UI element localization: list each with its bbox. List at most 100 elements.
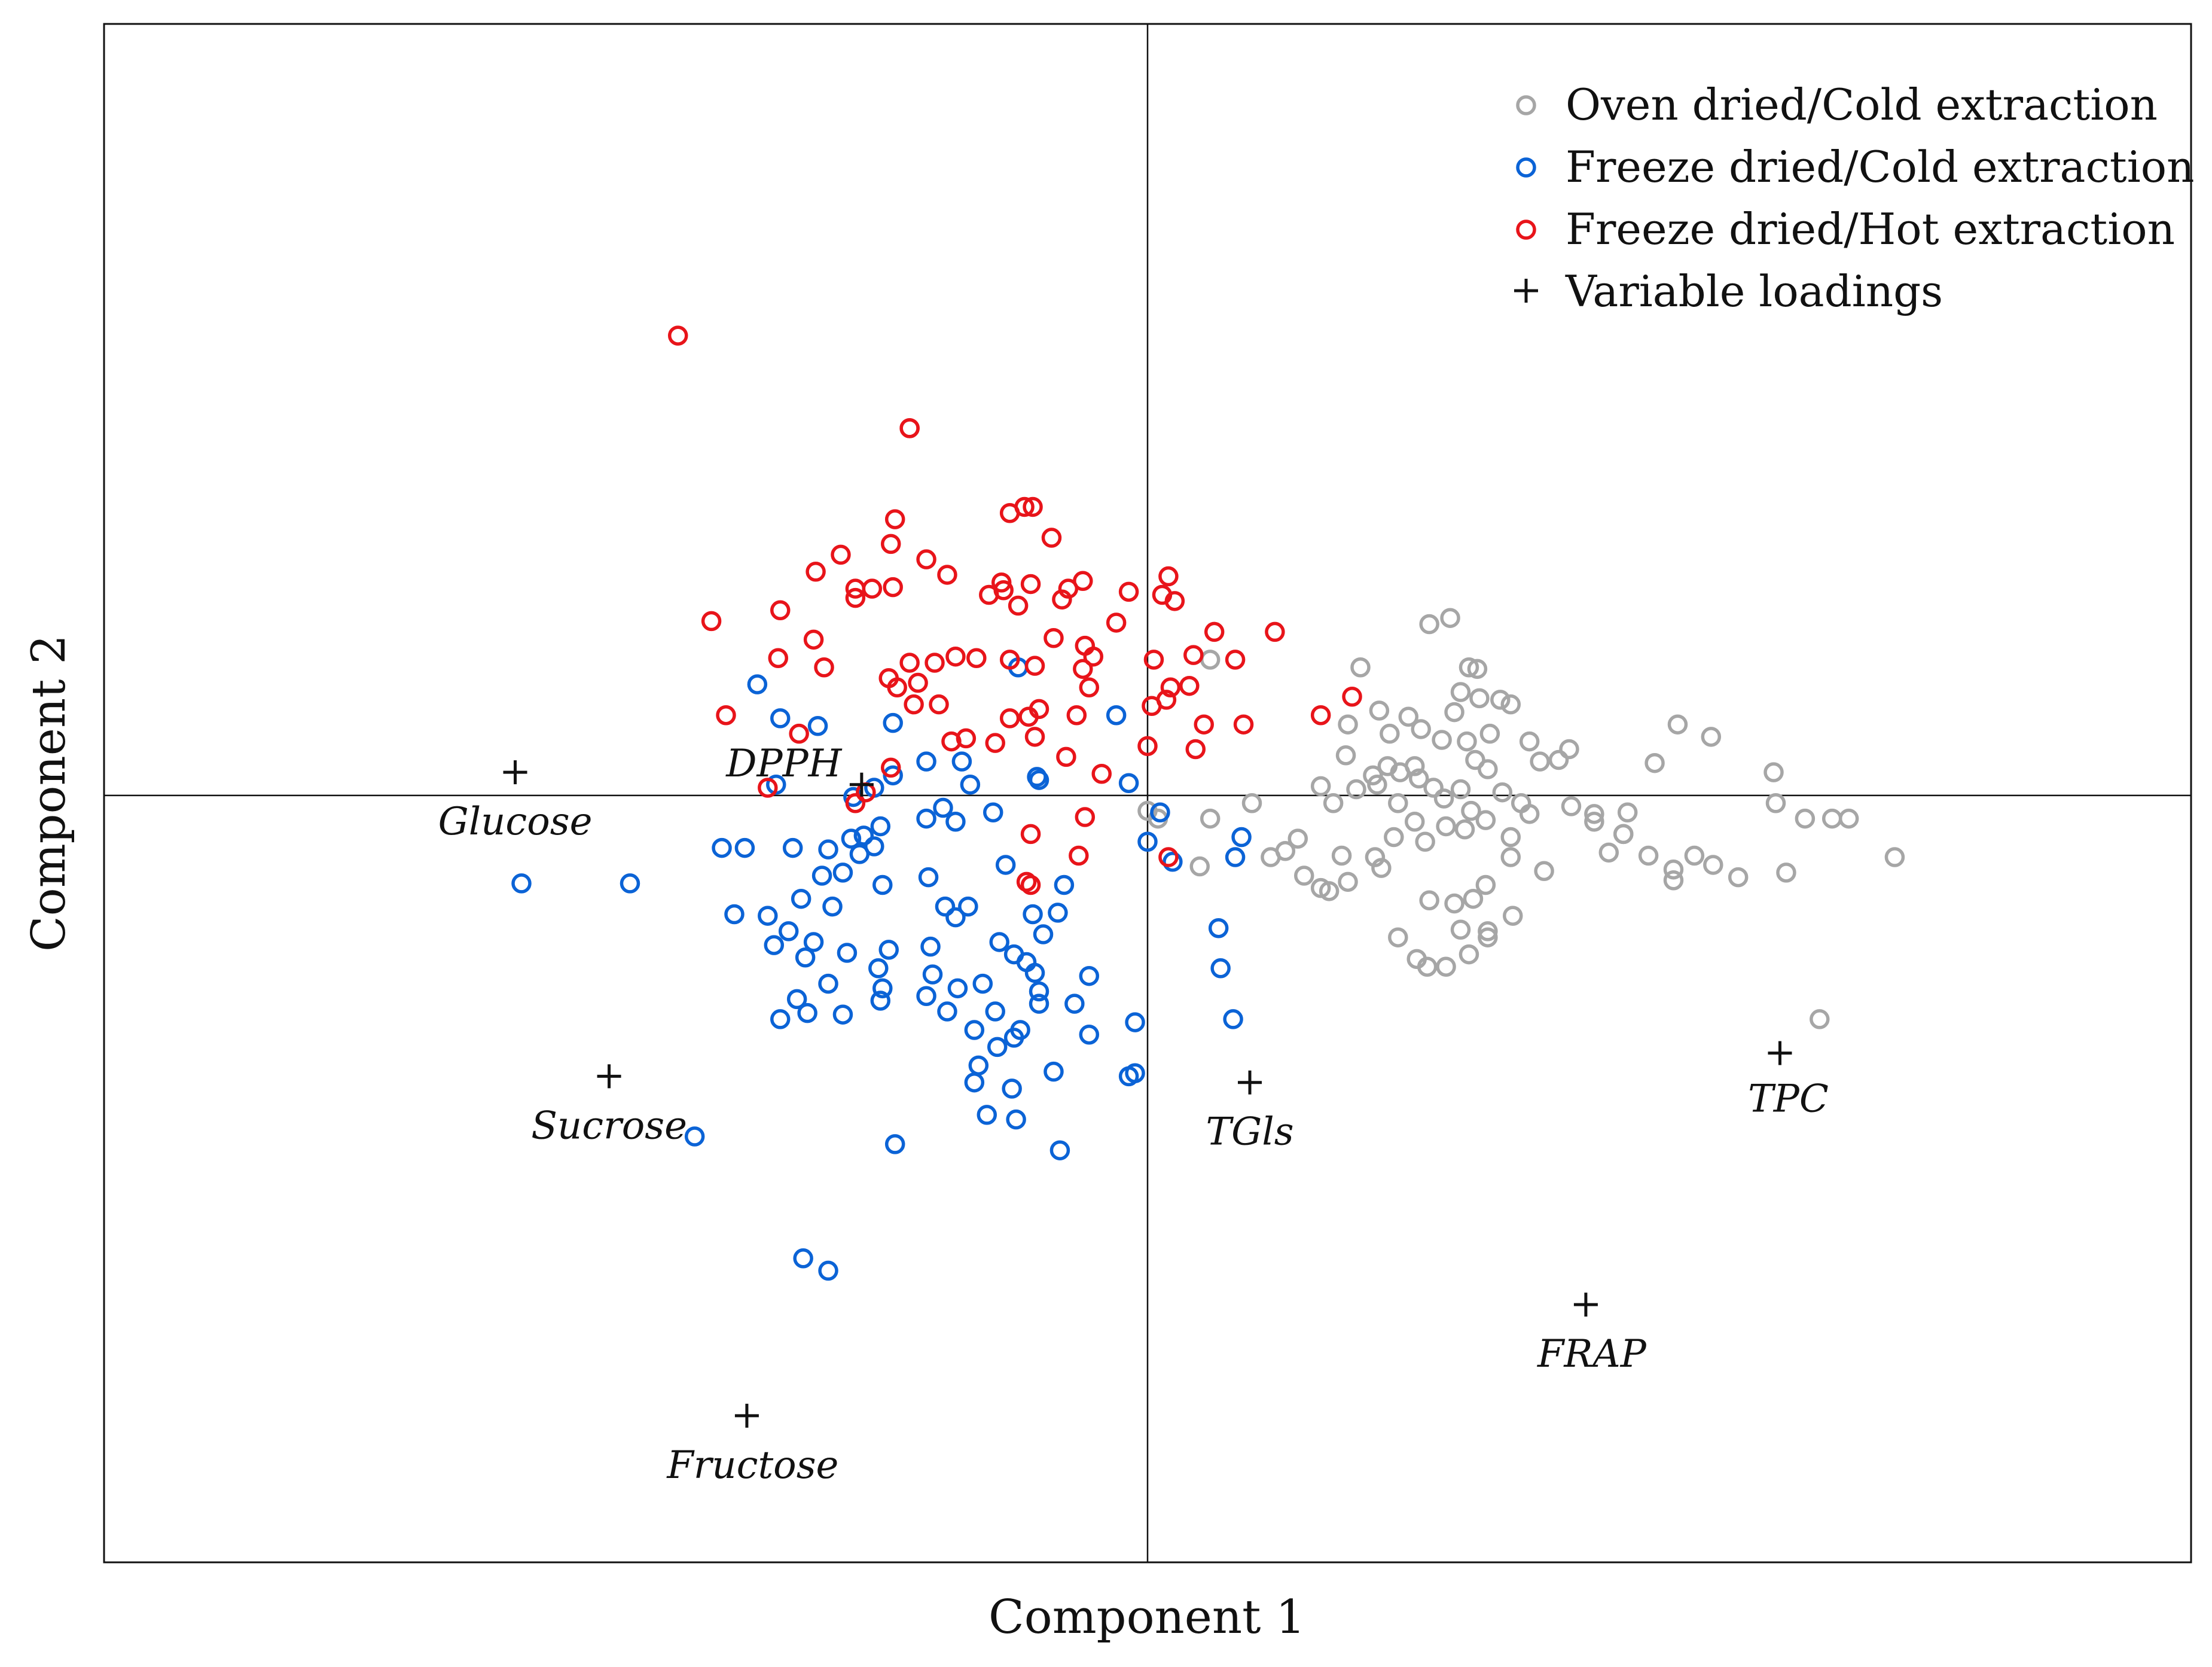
data-point-freeze-cold: [1006, 1109, 1026, 1130]
data-point-freeze-hot: [937, 565, 957, 585]
data-point-freeze-cold: [1048, 903, 1068, 923]
data-point-freeze-hot: [1194, 714, 1214, 735]
data-point-freeze-hot: [862, 578, 883, 599]
data-point-freeze-hot: [966, 648, 987, 669]
data-point-freeze-cold: [1029, 770, 1049, 790]
data-point-freeze-cold: [945, 907, 966, 928]
data-point-oven-cold: [1436, 956, 1456, 977]
legend-label: Freeze dried/Cold extraction: [1566, 142, 2194, 192]
data-point-oven-cold: [1479, 723, 1500, 744]
data-point-freeze-hot: [1020, 874, 1041, 895]
loadings-layer: Glucose DPPH Sucrose Fructose TGls TPC FRAP: [438, 742, 1829, 1488]
data-point-oven-cold: [1810, 1009, 1830, 1029]
series-oven-cold: [1137, 608, 1905, 1029]
data-point-freeze-cold: [1231, 827, 1252, 848]
data-point-freeze-hot: [1158, 847, 1179, 867]
data-point-freeze-hot: [925, 653, 945, 673]
legend-label: Variable loadings: [1565, 266, 1943, 316]
legend: Oven dried/Cold extraction Freeze dried/C…: [1514, 80, 2194, 316]
data-point-oven-cold: [1478, 927, 1498, 947]
data-point-freeze-hot: [845, 578, 866, 599]
data-point-freeze-cold: [916, 986, 936, 1006]
data-point-freeze-cold: [795, 947, 816, 968]
data-point-freeze-cold: [793, 1248, 813, 1269]
data-point-oven-cold: [1450, 919, 1471, 940]
data-point-oven-cold: [1463, 888, 1484, 909]
data-point-oven-cold: [1319, 881, 1340, 901]
data-point-oven-cold: [1436, 816, 1456, 837]
data-point-oven-cold: [1310, 776, 1331, 797]
data-point-freeze-hot: [1183, 645, 1204, 665]
legend-marker: [1514, 279, 1538, 303]
data-point-freeze-cold: [977, 1105, 997, 1125]
data-point-freeze-cold: [1054, 874, 1075, 895]
data-point-freeze-hot: [999, 503, 1020, 523]
data-point-freeze-cold: [818, 839, 838, 860]
data-point-oven-cold: [1584, 811, 1604, 832]
data-point-freeze-cold: [947, 978, 968, 999]
data-point-oven-cold: [1459, 944, 1479, 965]
data-point-freeze-cold: [1106, 705, 1127, 726]
data-point-freeze-cold: [724, 904, 745, 925]
legend-label: Freeze dried/Hot extraction: [1566, 204, 2175, 254]
data-point-freeze-cold: [1003, 944, 1024, 965]
data-point-oven-cold: [1444, 893, 1465, 914]
data-point-freeze-cold: [1208, 918, 1229, 938]
data-point-oven-cold: [1503, 906, 1523, 926]
data-point-oven-cold: [1822, 808, 1842, 829]
data-point-freeze-hot: [1056, 746, 1076, 767]
data-point-freeze-hot: [985, 733, 1005, 753]
data-point-oven-cold: [1365, 847, 1386, 867]
data-point-oven-cold: [1433, 788, 1454, 809]
data-point-oven-cold: [1388, 793, 1408, 813]
data-point-freeze-cold: [918, 867, 939, 888]
data-point-freeze-hot: [999, 650, 1020, 670]
data-point-freeze-hot: [904, 694, 924, 715]
data-point-freeze-hot: [845, 587, 866, 608]
loading-marker-sucrose: [597, 1064, 621, 1089]
data-point-freeze-cold: [1150, 802, 1170, 822]
data-point-oven-cold: [1390, 762, 1411, 782]
data-point-oven-cold: [1584, 804, 1604, 824]
data-point-oven-cold: [1384, 827, 1404, 848]
data-point-freeze-cold: [811, 866, 832, 886]
legend-item-1: Freeze dried/Cold extraction: [1516, 142, 2194, 192]
data-point-freeze-hot: [1265, 621, 1285, 642]
data-point-freeze-hot: [1137, 736, 1158, 757]
data-point-oven-cold: [1500, 827, 1521, 848]
data-point-oven-cold: [1559, 739, 1579, 760]
data-point-freeze-hot: [1158, 566, 1179, 587]
data-point-freeze-cold: [916, 751, 936, 772]
data-point-oven-cold: [1475, 810, 1496, 830]
data-point-freeze-hot: [831, 544, 851, 565]
data-point-freeze-hot: [1073, 659, 1093, 679]
loading-sucrose: Sucrose: [531, 1064, 687, 1148]
data-point-freeze-cold: [822, 896, 843, 917]
data-point-freeze-hot: [716, 705, 736, 726]
data-point-oven-cold: [1200, 650, 1221, 670]
data-point-freeze-hot: [908, 672, 928, 693]
data-point-freeze-cold: [933, 797, 953, 818]
data-point-freeze-cold: [920, 936, 941, 957]
data-point-oven-cold: [1519, 731, 1540, 752]
zero-lines: [104, 24, 2191, 1562]
data-point-freeze-hot: [814, 657, 834, 678]
data-point-freeze-hot: [1024, 727, 1045, 747]
data-point-oven-cold: [1530, 751, 1550, 772]
data-point-freeze-cold: [853, 825, 874, 846]
data-point-freeze-cold: [964, 1072, 985, 1093]
data-point-oven-cold: [1663, 859, 1684, 880]
data-point-oven-cold: [1450, 682, 1471, 702]
data-point-freeze-cold: [989, 932, 1009, 952]
data-point-oven-cold: [1519, 804, 1540, 824]
data-point-freeze-hot: [770, 600, 791, 621]
data-point-freeze-cold: [935, 896, 956, 917]
data-point-freeze-cold: [987, 1037, 1008, 1058]
data-point-freeze-hot: [1066, 705, 1087, 726]
data-point-freeze-cold: [1023, 904, 1043, 925]
data-point-freeze-hot: [1029, 699, 1049, 720]
data-point-freeze-cold: [872, 874, 893, 895]
data-point-freeze-cold: [797, 1002, 817, 1023]
loading-tgls: TGls: [1206, 1070, 1294, 1154]
